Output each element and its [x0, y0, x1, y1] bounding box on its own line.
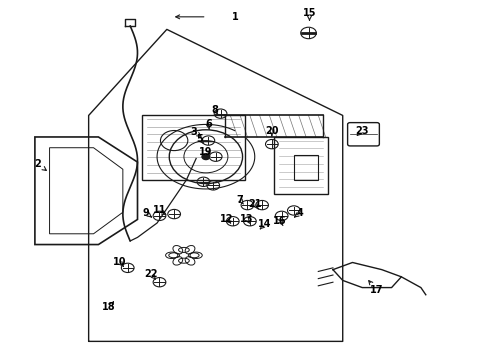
Text: 7: 7: [237, 195, 244, 205]
Text: 6: 6: [205, 120, 212, 129]
Text: 16: 16: [273, 216, 287, 226]
Text: 23: 23: [356, 126, 369, 135]
Text: 17: 17: [370, 285, 384, 296]
Text: 3: 3: [190, 127, 197, 136]
Text: 1: 1: [232, 12, 239, 22]
Text: 9: 9: [143, 208, 149, 218]
Text: 19: 19: [199, 147, 213, 157]
Text: 21: 21: [248, 199, 262, 210]
Text: 12: 12: [220, 214, 233, 224]
Text: 11: 11: [153, 206, 166, 216]
Text: 10: 10: [113, 257, 126, 267]
Text: 15: 15: [303, 8, 316, 18]
Circle shape: [202, 154, 210, 159]
Text: 13: 13: [240, 214, 253, 224]
Text: 8: 8: [211, 105, 218, 115]
Text: 18: 18: [102, 302, 116, 312]
Text: 5: 5: [196, 134, 203, 144]
Text: 20: 20: [265, 126, 279, 135]
Text: 22: 22: [145, 269, 158, 279]
Text: 2: 2: [34, 159, 41, 169]
Text: 14: 14: [258, 220, 271, 229]
Text: 4: 4: [296, 208, 303, 218]
